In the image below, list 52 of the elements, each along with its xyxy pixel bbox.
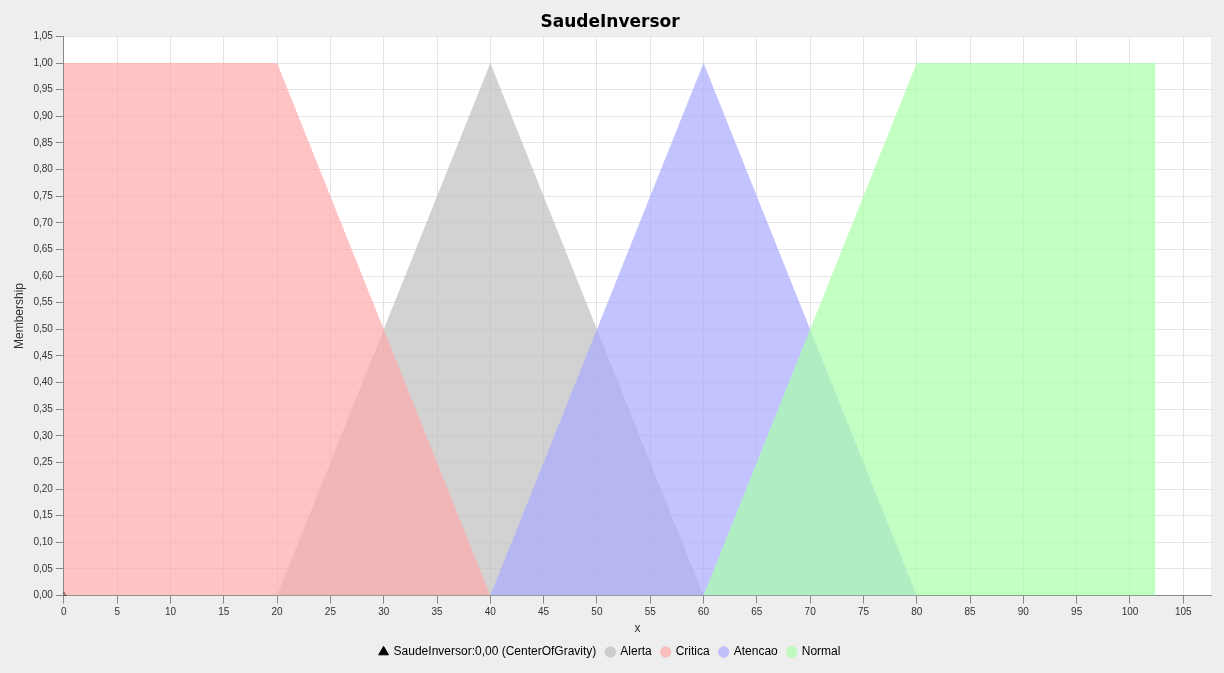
legend-label: Normal bbox=[801, 644, 841, 659]
y-tick-label: 0,15 bbox=[33, 509, 54, 521]
x-tick-label: 85 bbox=[964, 606, 977, 618]
x-tick-label: 45 bbox=[538, 606, 550, 618]
y-tick-label: 0,10 bbox=[33, 536, 54, 548]
x-tick-label: 55 bbox=[644, 606, 657, 618]
y-tick-label: 0,55 bbox=[33, 296, 54, 308]
x-tick-label: 60 bbox=[697, 606, 710, 618]
y-tick-label: 0,60 bbox=[33, 269, 54, 281]
y-tick-label: 0,70 bbox=[33, 216, 54, 228]
x-tick-label: 95 bbox=[1071, 606, 1083, 618]
y-tick-label: 0,35 bbox=[33, 402, 54, 414]
x-tick-label: 40 bbox=[484, 606, 497, 618]
x-tick-label: 70 bbox=[804, 606, 817, 618]
x-tick-label: 25 bbox=[324, 606, 337, 618]
x-tick-label: 0 bbox=[61, 606, 68, 618]
x-tick-label: 105 bbox=[1174, 606, 1193, 618]
y-tick-label: 0,75 bbox=[33, 189, 54, 201]
x-tick-label: 90 bbox=[1017, 606, 1030, 618]
x-tick-label: 10 bbox=[164, 606, 177, 618]
y-tick-label: 0,80 bbox=[33, 163, 54, 175]
x-tick-label: 50 bbox=[591, 606, 603, 618]
x-tick-label: 65 bbox=[751, 606, 763, 618]
legend-label: Alerta bbox=[620, 644, 653, 659]
y-tick-label: 0,45 bbox=[33, 349, 54, 361]
x-tick-label: 100 bbox=[1121, 606, 1139, 618]
y-tick-label: 0,90 bbox=[33, 110, 54, 122]
y-tick-label: 0,05 bbox=[33, 562, 54, 574]
x-axis-title: x bbox=[634, 621, 641, 636]
y-tick-label: 0,25 bbox=[33, 456, 54, 468]
x-tick-label: 20 bbox=[271, 606, 284, 618]
legend-label: Atencao bbox=[733, 644, 779, 659]
y-tick-label: 0,40 bbox=[33, 376, 54, 388]
y-tick-label: 0,85 bbox=[33, 136, 54, 148]
legend-label: Critica bbox=[675, 644, 711, 659]
y-tick-label: 0,65 bbox=[33, 243, 54, 255]
y-tick-label: 0,95 bbox=[33, 83, 54, 95]
y-tick-label: 0,00 bbox=[33, 589, 54, 601]
y-tick-label: 0,50 bbox=[33, 323, 54, 335]
x-tick-label: 35 bbox=[431, 606, 443, 618]
x-tick-label: 75 bbox=[857, 606, 870, 618]
y-axis-title: Membership bbox=[11, 282, 26, 350]
x-tick-label: 5 bbox=[114, 606, 121, 618]
y-tick-label: 0,20 bbox=[33, 482, 54, 494]
x-tick-label: 80 bbox=[911, 606, 923, 618]
x-tick-label: 30 bbox=[378, 606, 390, 618]
y-tick-label: 1,05 bbox=[33, 30, 54, 42]
y-tick-label: 0,30 bbox=[33, 429, 54, 441]
y-tick-label: 1,00 bbox=[33, 56, 54, 68]
legend-label: SaudeInversor:0,00 (CenterOfGravity) bbox=[393, 644, 597, 659]
x-tick-label: 15 bbox=[218, 606, 230, 618]
chart-title: SaudeInversor bbox=[540, 10, 681, 31]
